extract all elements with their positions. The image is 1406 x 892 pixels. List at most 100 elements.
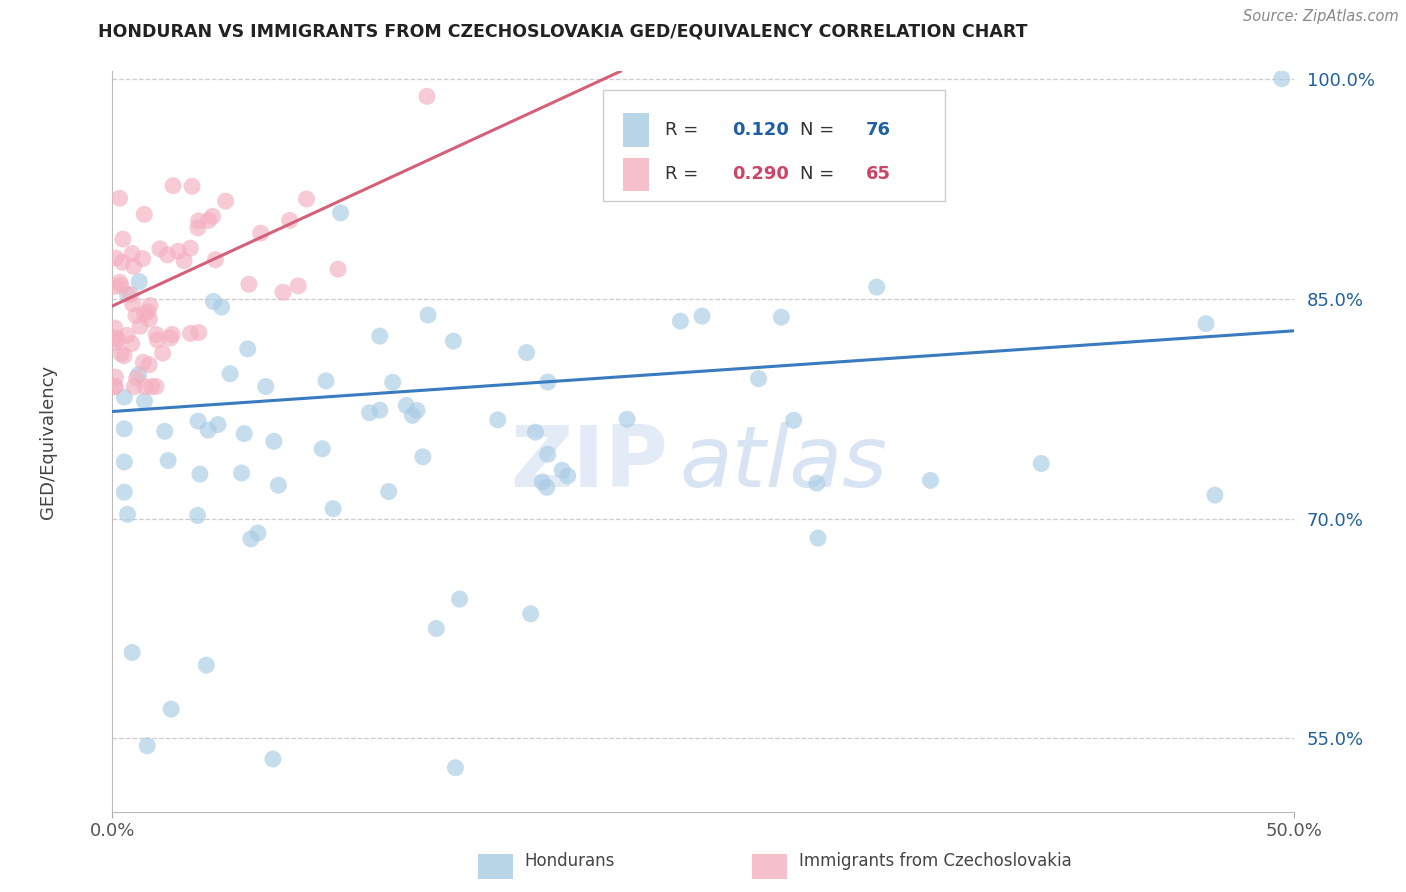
Text: R =: R = bbox=[665, 165, 704, 184]
Point bbox=[167, 244, 190, 259]
Point bbox=[770, 310, 793, 325]
Point bbox=[551, 463, 574, 477]
Point bbox=[156, 248, 179, 262]
Text: 0.120: 0.120 bbox=[733, 120, 789, 139]
Point bbox=[134, 379, 156, 393]
Text: N =: N = bbox=[800, 120, 834, 139]
Point bbox=[134, 307, 156, 321]
Text: R =: R = bbox=[665, 120, 704, 139]
Point bbox=[416, 308, 439, 322]
Point bbox=[368, 403, 391, 417]
Point bbox=[187, 414, 209, 428]
Point bbox=[173, 253, 195, 268]
Point bbox=[806, 476, 828, 491]
Point bbox=[136, 305, 159, 319]
Bar bbox=[623, 158, 648, 191]
Point bbox=[108, 191, 131, 205]
Point bbox=[1195, 317, 1218, 331]
Point bbox=[519, 607, 541, 621]
Point bbox=[112, 349, 135, 363]
Text: 0.290: 0.290 bbox=[733, 165, 789, 184]
Point bbox=[121, 297, 143, 311]
Point bbox=[104, 251, 127, 265]
Text: N =: N = bbox=[800, 165, 834, 184]
Point bbox=[188, 467, 211, 482]
Point bbox=[202, 294, 225, 309]
Point bbox=[181, 179, 204, 194]
Point bbox=[782, 413, 804, 427]
Point bbox=[112, 422, 135, 436]
Point bbox=[866, 280, 889, 294]
Point bbox=[441, 334, 464, 348]
Point bbox=[146, 333, 169, 347]
Point bbox=[690, 309, 713, 323]
Point bbox=[112, 455, 135, 469]
Point bbox=[401, 409, 423, 423]
Point bbox=[125, 309, 148, 323]
Point bbox=[267, 478, 290, 492]
Point bbox=[134, 207, 156, 221]
Point bbox=[179, 326, 201, 341]
Point bbox=[311, 442, 333, 456]
Point bbox=[104, 335, 127, 350]
Point bbox=[381, 376, 404, 390]
Point bbox=[486, 413, 509, 427]
Point bbox=[219, 367, 242, 381]
Point bbox=[145, 327, 167, 342]
Point bbox=[187, 220, 209, 235]
Point bbox=[152, 346, 174, 360]
Point bbox=[1031, 457, 1053, 471]
Point bbox=[616, 412, 638, 426]
Point bbox=[368, 329, 391, 343]
Point bbox=[129, 319, 152, 334]
Point bbox=[120, 287, 142, 301]
Point bbox=[128, 275, 150, 289]
Point bbox=[231, 466, 253, 480]
Text: Immigrants from Czechoslovakia: Immigrants from Czechoslovakia bbox=[799, 852, 1071, 870]
Point bbox=[287, 278, 309, 293]
Point bbox=[117, 508, 139, 522]
Point bbox=[238, 277, 260, 292]
Point bbox=[262, 752, 284, 766]
Point bbox=[537, 447, 560, 461]
Point bbox=[104, 331, 127, 345]
Point bbox=[153, 424, 176, 438]
Point bbox=[359, 406, 381, 420]
Point bbox=[1271, 71, 1294, 86]
Point bbox=[112, 485, 135, 500]
Point bbox=[214, 194, 236, 208]
Point bbox=[138, 358, 160, 372]
Point bbox=[233, 426, 256, 441]
Point bbox=[128, 368, 150, 382]
Point bbox=[425, 622, 447, 636]
Point bbox=[108, 275, 131, 289]
Point bbox=[104, 370, 127, 384]
Point bbox=[134, 394, 156, 409]
Point bbox=[271, 285, 294, 300]
Point bbox=[141, 379, 163, 393]
Point bbox=[249, 226, 271, 240]
Point bbox=[187, 508, 209, 523]
Point bbox=[377, 484, 399, 499]
Text: Source: ZipAtlas.com: Source: ZipAtlas.com bbox=[1243, 9, 1399, 24]
Point bbox=[246, 526, 269, 541]
Text: atlas: atlas bbox=[679, 422, 887, 505]
Bar bbox=[623, 113, 648, 146]
Point bbox=[444, 761, 467, 775]
Point bbox=[107, 332, 129, 346]
Point bbox=[524, 425, 547, 440]
Point bbox=[536, 480, 558, 494]
Point bbox=[179, 241, 201, 255]
Point bbox=[104, 279, 127, 293]
Point bbox=[254, 379, 277, 393]
Point bbox=[159, 331, 181, 345]
Point bbox=[139, 299, 162, 313]
Text: 76: 76 bbox=[866, 120, 891, 139]
Point bbox=[278, 213, 301, 227]
Point bbox=[537, 375, 560, 389]
Text: ZIP: ZIP bbox=[510, 422, 668, 505]
Point bbox=[117, 287, 139, 301]
Point bbox=[557, 469, 579, 483]
Point bbox=[111, 255, 134, 269]
Point bbox=[295, 192, 318, 206]
